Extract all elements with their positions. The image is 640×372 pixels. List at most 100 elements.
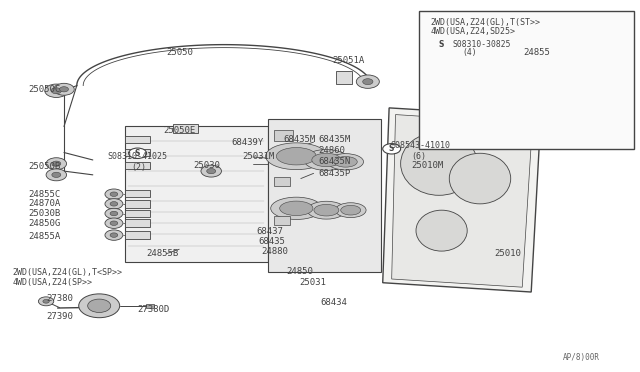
Circle shape xyxy=(500,112,536,133)
Ellipse shape xyxy=(401,132,477,195)
Text: 25030B: 25030B xyxy=(29,209,61,218)
Ellipse shape xyxy=(266,143,327,170)
Polygon shape xyxy=(268,119,381,272)
Text: 27390: 27390 xyxy=(46,312,73,321)
Circle shape xyxy=(46,158,67,170)
Text: 25010M: 25010M xyxy=(411,161,443,170)
Text: 25051A: 25051A xyxy=(333,56,365,65)
Text: 24855B: 24855B xyxy=(146,249,178,258)
Text: 68439Y: 68439Y xyxy=(232,138,264,147)
Circle shape xyxy=(207,169,216,174)
Text: S08310-30825: S08310-30825 xyxy=(452,40,511,49)
Circle shape xyxy=(51,88,61,94)
Text: AP/8)00R: AP/8)00R xyxy=(563,353,600,362)
Circle shape xyxy=(38,297,54,306)
Circle shape xyxy=(79,294,120,318)
Circle shape xyxy=(110,211,118,216)
Circle shape xyxy=(43,299,49,303)
Circle shape xyxy=(363,79,373,85)
Text: (6): (6) xyxy=(411,152,426,161)
Circle shape xyxy=(110,192,118,196)
Text: 25010: 25010 xyxy=(494,249,521,258)
Circle shape xyxy=(110,233,118,237)
Text: 68435N: 68435N xyxy=(319,157,351,166)
Polygon shape xyxy=(383,108,541,292)
Text: 27380D: 27380D xyxy=(138,305,170,314)
Circle shape xyxy=(110,202,118,206)
Text: 68437: 68437 xyxy=(256,227,283,236)
Text: 24880: 24880 xyxy=(261,247,288,256)
Circle shape xyxy=(129,148,147,158)
Text: 24855C: 24855C xyxy=(29,190,61,199)
Text: 25030: 25030 xyxy=(193,161,220,170)
Circle shape xyxy=(110,221,118,225)
Text: (2): (2) xyxy=(131,163,146,172)
Bar xyxy=(274,177,290,186)
Text: 25050: 25050 xyxy=(166,48,193,57)
Text: 68435: 68435 xyxy=(258,237,285,246)
Bar xyxy=(146,304,154,308)
Ellipse shape xyxy=(276,148,316,165)
Circle shape xyxy=(105,189,123,199)
Ellipse shape xyxy=(307,201,346,219)
Text: S08543-41010: S08543-41010 xyxy=(390,141,451,150)
Text: (4): (4) xyxy=(463,48,477,57)
Ellipse shape xyxy=(304,150,349,170)
Text: 68434: 68434 xyxy=(320,298,347,307)
Text: 4WD(USA,Z24(SP>>: 4WD(USA,Z24(SP>> xyxy=(13,278,93,287)
Ellipse shape xyxy=(335,203,366,218)
Circle shape xyxy=(433,39,451,50)
Bar xyxy=(125,162,150,169)
Bar xyxy=(274,216,290,225)
Circle shape xyxy=(201,165,221,177)
Bar xyxy=(125,200,150,208)
Bar xyxy=(173,124,198,133)
Circle shape xyxy=(46,169,67,181)
Text: 24860: 24860 xyxy=(319,146,346,155)
Circle shape xyxy=(45,84,68,97)
Circle shape xyxy=(54,83,74,95)
Text: 2WD(USA,Z24(GL),T<SP>>: 2WD(USA,Z24(GL),T<SP>> xyxy=(13,268,123,277)
Circle shape xyxy=(60,87,68,92)
Text: 24850G: 24850G xyxy=(29,219,61,228)
Circle shape xyxy=(105,218,123,228)
Text: S: S xyxy=(389,144,394,153)
Circle shape xyxy=(476,122,481,125)
Circle shape xyxy=(383,144,401,154)
Text: 24870A: 24870A xyxy=(29,199,61,208)
Ellipse shape xyxy=(280,201,313,215)
Circle shape xyxy=(88,299,111,312)
Circle shape xyxy=(473,121,483,127)
Text: 4WD(USA,Z24,SD25>: 4WD(USA,Z24,SD25> xyxy=(431,27,516,36)
Ellipse shape xyxy=(416,210,467,251)
Text: 24855: 24855 xyxy=(523,48,550,57)
Text: 25050E: 25050E xyxy=(163,126,195,135)
Ellipse shape xyxy=(334,157,357,167)
Circle shape xyxy=(510,118,527,128)
Bar xyxy=(274,130,293,141)
Polygon shape xyxy=(125,126,268,262)
Bar xyxy=(125,136,150,143)
Text: 25031M: 25031M xyxy=(242,153,274,161)
Bar xyxy=(125,190,150,197)
Bar xyxy=(125,210,150,217)
Circle shape xyxy=(356,75,380,89)
Circle shape xyxy=(52,172,61,177)
Text: S08310-41025: S08310-41025 xyxy=(108,152,168,161)
Bar xyxy=(125,231,150,239)
Text: S: S xyxy=(439,40,444,49)
Bar xyxy=(337,71,353,84)
Ellipse shape xyxy=(314,204,339,216)
Bar xyxy=(419,11,634,149)
Text: 68435M: 68435M xyxy=(319,135,351,144)
Text: 24855A: 24855A xyxy=(29,232,61,241)
Text: 24850: 24850 xyxy=(287,267,314,276)
Text: 25031: 25031 xyxy=(300,278,326,287)
Ellipse shape xyxy=(449,153,511,204)
Bar xyxy=(125,219,150,227)
Ellipse shape xyxy=(340,205,361,215)
Circle shape xyxy=(105,230,123,240)
Text: 68435M: 68435M xyxy=(284,135,316,144)
Polygon shape xyxy=(392,115,532,287)
Circle shape xyxy=(105,199,123,209)
